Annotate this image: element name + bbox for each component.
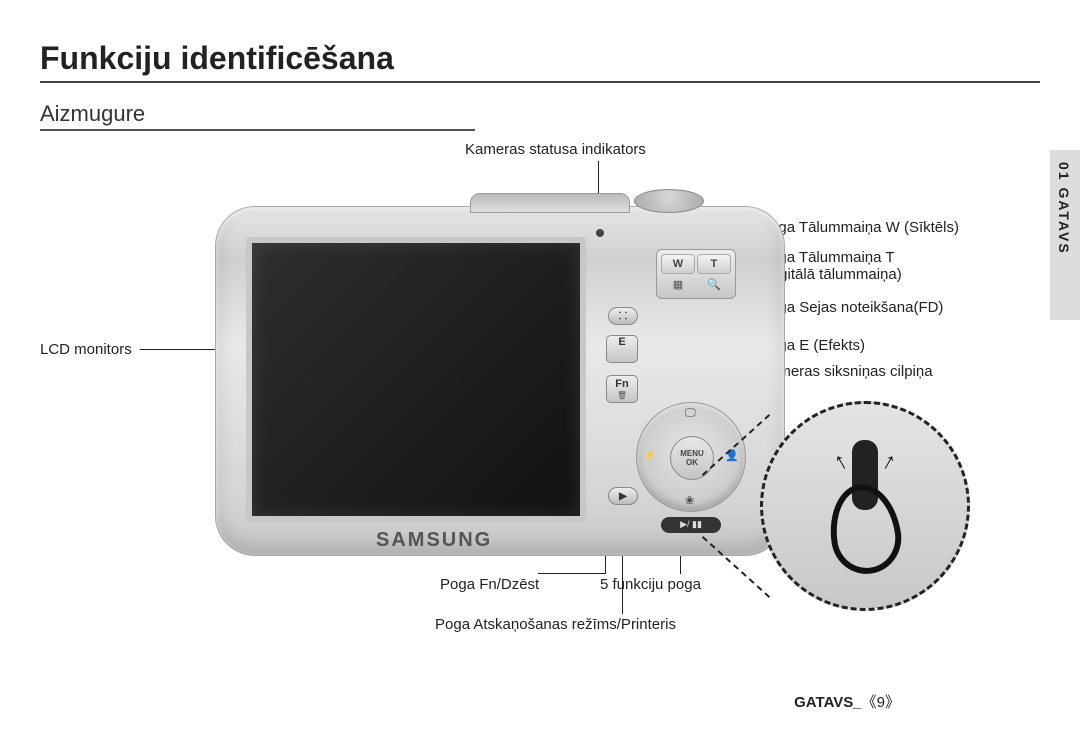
strap-cord bbox=[824, 480, 906, 579]
page-footer: GATAVS_《9》 bbox=[794, 691, 900, 712]
camera-body: SAMSUNG W T ▦ 🔍 ⸬ E Fn 🗑 ▶ bbox=[215, 206, 785, 556]
menu-ok-button: MENU OK bbox=[670, 436, 714, 480]
strap-arrow-up: ↑ bbox=[829, 447, 853, 477]
mode-dial bbox=[634, 189, 704, 213]
label-strap: Kameras siksniņas cilpiņa bbox=[760, 363, 933, 380]
fn-trash-icon: 🗑 bbox=[607, 390, 637, 402]
footer-label: GATAVS_ bbox=[794, 694, 862, 711]
status-led bbox=[596, 229, 604, 237]
zoom-w-icon: ▦ bbox=[661, 278, 695, 291]
lcd-screen bbox=[246, 237, 586, 522]
page-title: Funkciju identificēšana bbox=[40, 40, 1040, 83]
leader-fn-h bbox=[538, 573, 606, 574]
ring-left-icon: ⚡ bbox=[643, 449, 657, 462]
camera-top-plate bbox=[470, 193, 630, 213]
label-playback: Poga Atskaņošanas režīms/Printeris bbox=[435, 616, 676, 633]
label-fd: Poga Sejas noteikšana(FD) bbox=[760, 299, 943, 316]
e-button-text: E bbox=[618, 336, 625, 348]
strap-detail-inset: ↑ ↑ bbox=[760, 401, 970, 611]
page: Funkciju identificēšana Aizmugure Kamera… bbox=[40, 40, 1040, 716]
five-way-controller: MENU OK 🖵 ❀ ⚡ 👤 bbox=[636, 402, 746, 512]
menu-text: MENU bbox=[671, 449, 713, 458]
fn-button: Fn 🗑 bbox=[606, 375, 638, 403]
label-fn: Poga Fn/Dzēst bbox=[440, 576, 539, 593]
label-zoom-w: Poga Tālummaiņa W (Sīktēls) bbox=[760, 219, 959, 236]
label-lcd: LCD monitors bbox=[40, 341, 132, 358]
playback-button: ▶ bbox=[608, 487, 638, 505]
side-tab-text: 01 GATAVS bbox=[1056, 162, 1072, 255]
label-status-indicator: Kameras statusa indikators bbox=[465, 141, 646, 158]
footer-page-number: 《9》 bbox=[862, 694, 900, 711]
fn-text: Fn bbox=[615, 378, 628, 390]
side-tab: 01 GATAVS bbox=[1050, 150, 1080, 320]
strap-arrow-up-2: ↑ bbox=[877, 447, 901, 477]
brand-logo: SAMSUNG bbox=[376, 529, 492, 552]
page-subtitle: Aizmugure bbox=[40, 101, 475, 131]
zoom-t-icon: 🔍 bbox=[697, 278, 731, 291]
ok-text: OK bbox=[671, 458, 713, 467]
zoom-t-button: T bbox=[697, 254, 731, 274]
e-button: E bbox=[606, 335, 638, 363]
ring-down-icon: ❀ bbox=[685, 494, 694, 507]
diagram: Kameras statusa indikators LCD monitors … bbox=[40, 141, 1040, 701]
play-pause-pill: ▶/ ▮▮ bbox=[661, 517, 721, 533]
zoom-rocker: W T ▦ 🔍 bbox=[656, 249, 736, 299]
fd-button: ⸬ bbox=[608, 307, 638, 325]
zoom-w-button: W bbox=[661, 254, 695, 274]
ring-up-icon: 🖵 bbox=[685, 407, 696, 420]
label-five: 5 funkciju poga bbox=[600, 576, 701, 593]
